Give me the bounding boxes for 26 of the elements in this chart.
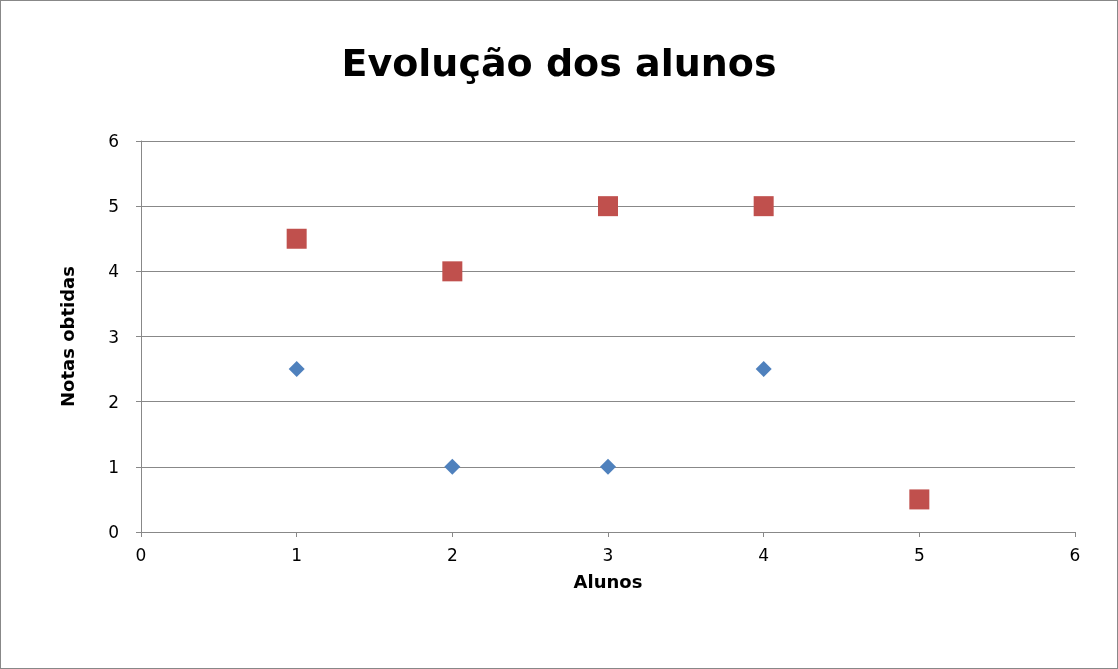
x-tick-label: 5 xyxy=(913,544,925,565)
point xyxy=(288,361,305,378)
point xyxy=(755,361,772,378)
point xyxy=(444,458,461,475)
chart-title: Evolução dos alunos xyxy=(341,41,777,85)
y-tick-label: 4 xyxy=(108,261,119,282)
x-axis-title: Alunos xyxy=(573,570,643,592)
point xyxy=(600,458,616,475)
point xyxy=(909,489,930,510)
point xyxy=(753,196,774,217)
x-tick-label: 2 xyxy=(446,544,458,565)
x-tick-label: 6 xyxy=(1069,544,1081,565)
y-axis-title: Notas obtidas xyxy=(56,266,78,407)
x-tick-label: 3 xyxy=(602,544,614,565)
x-tick-label: 0 xyxy=(135,544,147,565)
y-tick-label: 2 xyxy=(108,391,119,412)
y-tick-label: 6 xyxy=(108,131,119,151)
x-tick-label: 4 xyxy=(758,544,770,565)
y-tick-label: 3 xyxy=(108,326,119,347)
y-tick-label: 0 xyxy=(108,522,119,542)
point xyxy=(286,228,307,249)
y-tick-label: 1 xyxy=(108,456,119,477)
x-tick-label: 1 xyxy=(291,544,303,565)
y-tick-label: 5 xyxy=(108,196,119,217)
point xyxy=(442,261,463,282)
point xyxy=(598,196,618,217)
